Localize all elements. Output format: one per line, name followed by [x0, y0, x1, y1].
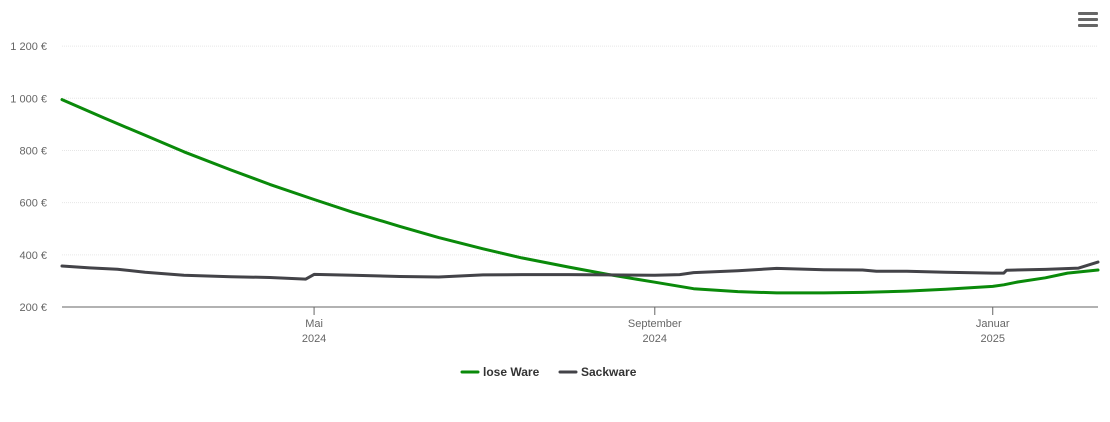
legend: lose Ware Sackware: [460, 365, 637, 379]
legend-item[interactable]: lose Ware: [460, 365, 540, 379]
y-tick-label: 200 €: [19, 302, 47, 314]
y-tick-label: 800 €: [19, 145, 47, 157]
hamburger-menu-icon[interactable]: [1078, 12, 1098, 30]
y-axis: 200 € 400 € 600 € 800 € 1 000 € 1 200 €: [10, 41, 47, 314]
x-tick-month: Januar: [976, 318, 1010, 330]
series-line-lose-ware[interactable]: [60, 98, 1100, 295]
y-tick-label: 600 €: [19, 198, 47, 210]
x-tick-month: September: [628, 318, 682, 330]
y-tick-label: 400 €: [19, 250, 47, 262]
legend-label: lose Ware: [483, 365, 540, 379]
x-tick-year: 2024: [302, 333, 326, 345]
x-tick-year: 2024: [643, 333, 667, 345]
legend-item[interactable]: Sackware: [558, 365, 637, 379]
x-tick-month: Mai: [305, 318, 323, 330]
x-axis: Mai 2024 September 2024 Januar 2025: [302, 307, 1010, 345]
series-lines: [60, 98, 1100, 295]
legend-label: Sackware: [581, 365, 637, 379]
y-tick-label: 1 000 €: [10, 93, 47, 105]
y-tick-label: 1 200 €: [10, 41, 47, 53]
x-tick-year: 2025: [980, 333, 1004, 345]
grid-lines: [62, 45, 1098, 256]
series-line-sackware[interactable]: [60, 260, 1100, 281]
